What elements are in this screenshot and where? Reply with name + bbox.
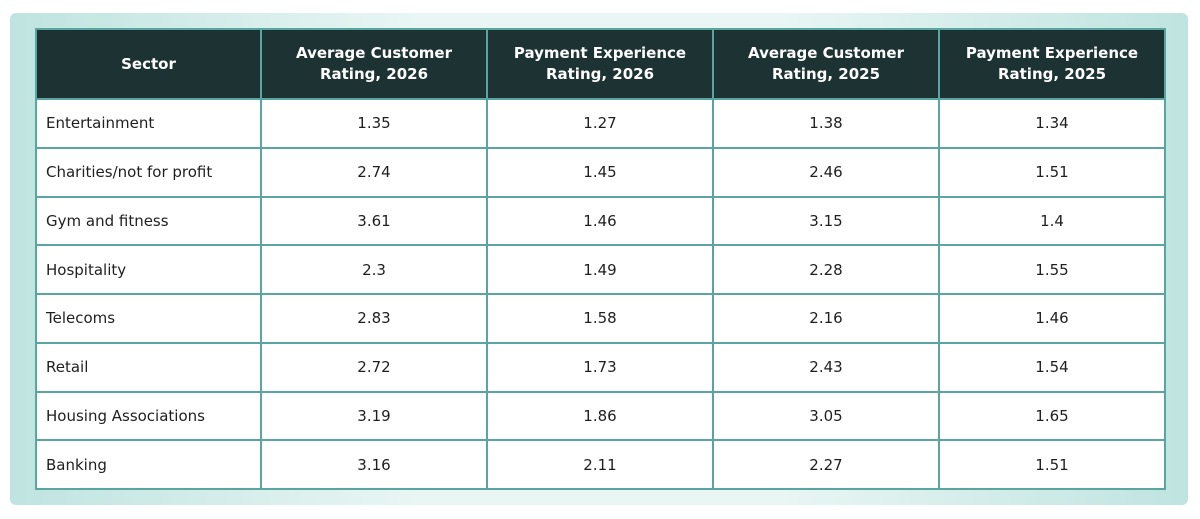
- cell-avg-customer-2026: 1.35: [260, 98, 488, 149]
- cell-avg-customer-2026: 2.3: [260, 244, 488, 295]
- cell-payment-experience-2025: 1.4: [938, 195, 1166, 247]
- cell-avg-customer-2025: 2.43: [712, 341, 940, 393]
- cell-payment-experience-2025: 1.34: [938, 98, 1166, 149]
- cell-payment-experience-2026: 1.86: [486, 390, 714, 442]
- cell-sector: Hospitality: [35, 244, 262, 295]
- table-row: Banking 3.16 2.11 2.27 1.51: [35, 439, 1166, 490]
- table-row: Gym and fitness 3.61 1.46 3.15 1.4: [35, 195, 1166, 247]
- cell-avg-customer-2025: 3.15: [712, 195, 940, 247]
- cell-avg-customer-2026: 2.74: [260, 146, 488, 198]
- header-sector: Sector: [35, 28, 262, 100]
- cell-payment-experience-2026: 1.46: [486, 195, 714, 247]
- cell-sector: Entertainment: [35, 98, 262, 149]
- cell-avg-customer-2025: 2.28: [712, 244, 940, 295]
- cell-sector: Banking: [35, 439, 262, 490]
- header-payment-experience-2026: Payment Experience Rating, 2026: [486, 28, 714, 100]
- table-row: Charities/not for profit 2.74 1.45 2.46 …: [35, 146, 1166, 198]
- table-row: Housing Associations 3.19 1.86 3.05 1.65: [35, 390, 1166, 442]
- table-header-row: Sector Average Customer Rating, 2026 Pay…: [35, 28, 1166, 100]
- table-row: Entertainment 1.35 1.27 1.38 1.34: [35, 98, 1166, 149]
- cell-avg-customer-2025: 3.05: [712, 390, 940, 442]
- cell-sector: Housing Associations: [35, 390, 262, 442]
- table-row: Telecoms 2.83 1.58 2.16 1.46: [35, 293, 1166, 344]
- header-avg-customer-2025: Average Customer Rating, 2025: [712, 28, 940, 100]
- cell-payment-experience-2025: 1.51: [938, 146, 1166, 198]
- cell-avg-customer-2025: 2.46: [712, 146, 940, 198]
- cell-avg-customer-2025: 1.38: [712, 98, 940, 149]
- cell-avg-customer-2026: 2.72: [260, 341, 488, 393]
- cell-avg-customer-2026: 2.83: [260, 293, 488, 344]
- cell-avg-customer-2025: 2.27: [712, 439, 940, 490]
- table-row: Hospitality 2.3 1.49 2.28 1.55: [35, 244, 1166, 295]
- ratings-table-container: Sector Average Customer Rating, 2026 Pay…: [35, 28, 1166, 490]
- cell-payment-experience-2025: 1.54: [938, 341, 1166, 393]
- cell-sector: Retail: [35, 341, 262, 393]
- cell-payment-experience-2026: 1.58: [486, 293, 714, 344]
- table-row: Retail 2.72 1.73 2.43 1.54: [35, 341, 1166, 393]
- cell-sector: Charities/not for profit: [35, 146, 262, 198]
- cell-avg-customer-2026: 3.61: [260, 195, 488, 247]
- cell-payment-experience-2025: 1.55: [938, 244, 1166, 295]
- cell-payment-experience-2026: 1.73: [486, 341, 714, 393]
- header-payment-experience-2025: Payment Experience Rating, 2025: [938, 28, 1166, 100]
- cell-avg-customer-2026: 3.16: [260, 439, 488, 490]
- cell-payment-experience-2025: 1.51: [938, 439, 1166, 490]
- cell-sector: Telecoms: [35, 293, 262, 344]
- cell-payment-experience-2025: 1.46: [938, 293, 1166, 344]
- cell-avg-customer-2026: 3.19: [260, 390, 488, 442]
- cell-payment-experience-2026: 1.27: [486, 98, 714, 149]
- cell-sector: Gym and fitness: [35, 195, 262, 247]
- ratings-table: Sector Average Customer Rating, 2026 Pay…: [35, 28, 1166, 490]
- cell-payment-experience-2026: 1.45: [486, 146, 714, 198]
- cell-payment-experience-2025: 1.65: [938, 390, 1166, 442]
- cell-avg-customer-2025: 2.16: [712, 293, 940, 344]
- cell-payment-experience-2026: 2.11: [486, 439, 714, 490]
- header-avg-customer-2026: Average Customer Rating, 2026: [260, 28, 488, 100]
- cell-payment-experience-2026: 1.49: [486, 244, 714, 295]
